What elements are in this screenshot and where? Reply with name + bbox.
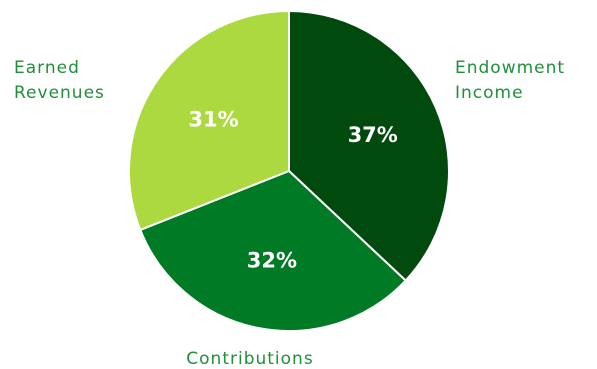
pie-value-label: 37% — [348, 123, 398, 147]
pie-slice-contributions — [139, 170, 407, 332]
pie-slices — [128, 10, 450, 332]
pie-category-label: Earned — [14, 58, 80, 78]
pie-category-label: Contributions — [186, 349, 313, 369]
pie-category-label: Endowment — [455, 58, 565, 78]
pie-slice-earned-revenues — [128, 10, 290, 231]
pie-value-label: 31% — [188, 108, 238, 132]
pie-category-label: Revenues — [14, 83, 105, 103]
pie-value-label: 32% — [247, 249, 297, 273]
pie-category-labels: Endowment Income Contributions Earned Revenu… — [14, 58, 565, 369]
pie-slice-endowment-income — [288, 10, 450, 282]
pie-category-label: Income — [455, 83, 524, 103]
pie-value-labels: 37% 32% 31% — [188, 108, 397, 273]
